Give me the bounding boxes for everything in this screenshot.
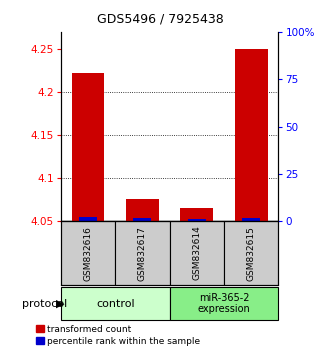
Bar [224,221,278,285]
Bar [115,221,170,285]
Bar [188,219,206,221]
Text: ▶: ▶ [56,298,65,309]
Bar [180,209,213,221]
Text: GSM832614: GSM832614 [192,226,201,280]
Bar [72,73,104,221]
Bar [79,217,97,221]
Text: GDS5496 / 7925438: GDS5496 / 7925438 [97,12,223,25]
Text: GSM832616: GSM832616 [84,225,92,281]
Bar [235,49,268,221]
Bar [242,218,260,221]
Text: miR-365-2
expression: miR-365-2 expression [198,293,250,314]
Text: GSM832617: GSM832617 [138,225,147,281]
Text: GSM832615: GSM832615 [247,225,256,281]
Bar [170,287,278,320]
Text: protocol: protocol [22,298,67,309]
Bar [126,199,159,221]
Bar [170,221,224,285]
Legend: transformed count, percentile rank within the sample: transformed count, percentile rank withi… [36,325,201,346]
Bar [133,218,151,221]
Bar [61,221,115,285]
Bar [61,287,170,320]
Text: control: control [96,298,134,309]
